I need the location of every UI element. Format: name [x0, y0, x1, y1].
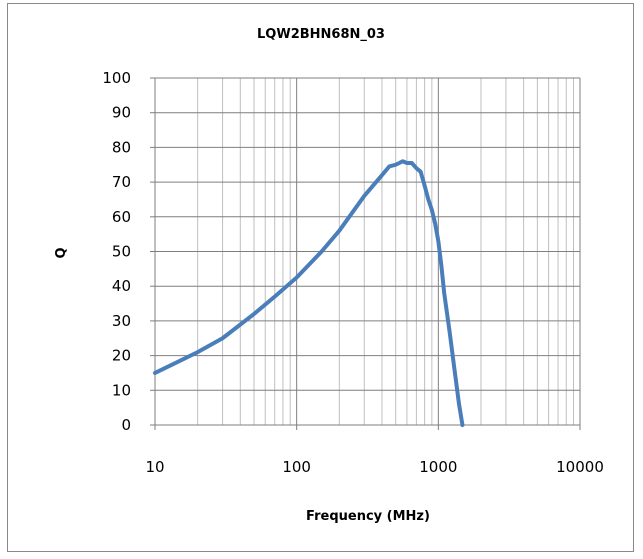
y-tick-label: 20: [112, 347, 131, 365]
x-tick-label: 1000: [419, 458, 457, 476]
y-tick-label: 70: [112, 173, 131, 191]
x-tick-label: 10: [145, 458, 164, 476]
series-layer: [153, 159, 465, 427]
y-tick-label: 100: [102, 69, 131, 87]
x-tick-label: 10000: [556, 458, 604, 476]
y-tick-label: 90: [112, 104, 131, 122]
y-tick-label: 30: [112, 312, 131, 330]
series-line: [153, 159, 465, 427]
y-tick-label: 60: [112, 208, 131, 226]
x-tick-label: 100: [282, 458, 311, 476]
tick-layer: 0 10 20 30 40 50 60 70 80 90 100 10 100 1000 10000: [102, 69, 604, 476]
y-tick-label: 10: [112, 381, 131, 399]
y-tick-label: 0: [121, 416, 131, 434]
grid-layer: [154, 77, 581, 426]
y-tick-label: 50: [112, 243, 131, 261]
y-tick-label: 40: [112, 277, 131, 295]
y-axis-title: Q: [54, 247, 69, 258]
y-tick-label: 80: [112, 138, 131, 156]
x-axis-title: Frequency (MHz): [306, 509, 430, 524]
chart-title: LQW2BHN68N_03: [257, 27, 385, 42]
chart-border: [7, 3, 634, 552]
